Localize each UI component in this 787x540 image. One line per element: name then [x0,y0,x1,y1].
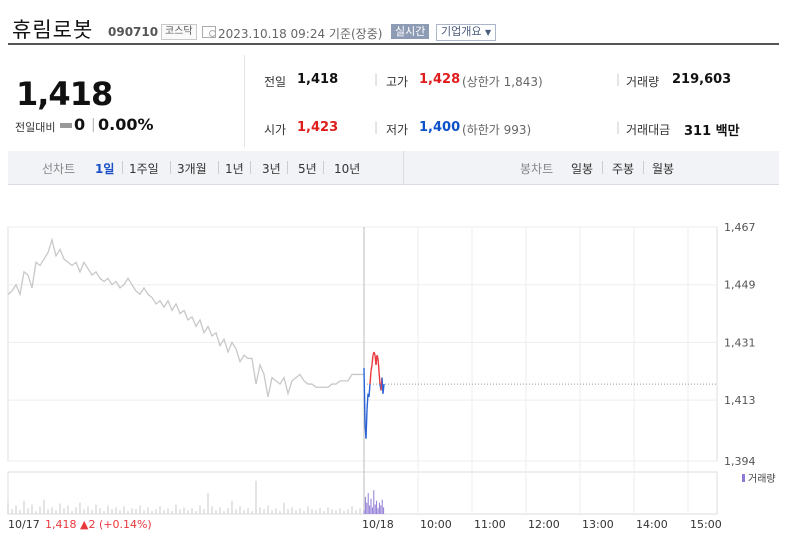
x-tick-label: 13:00 [582,518,614,531]
divider [170,161,171,174]
high-label: 고가 [386,75,409,89]
x-tick-label: 10:00 [420,518,452,531]
tab-1w[interactable]: 1주일 [129,162,159,176]
volume-frame [7,471,718,515]
plot-frame [7,226,718,462]
intraday-segment [365,409,368,439]
tab-5y[interactable]: 5년 [298,162,317,176]
legend-marker [742,474,745,482]
footer-price: 1,418 ▲2 (+0.14%) [45,518,152,531]
tab-weekly[interactable]: 주봉 [612,162,635,176]
intraday-segment [366,393,369,410]
divider [323,161,324,174]
tab-daily[interactable]: 일봉 [571,162,594,176]
change-label: 전일대비 [15,121,56,134]
price-change-pct: 0.00% [98,115,154,134]
footer-date: 10/17 [8,518,40,531]
market-badge: 코스닥 [161,24,197,40]
tab-1d[interactable]: 1일 [95,162,115,176]
tab-10y[interactable]: 10년 [334,162,361,176]
y-tick-label: 1,394 [724,455,756,468]
tab-3y[interactable]: 3년 [262,162,281,176]
x-tick-label: 11:00 [474,518,506,531]
divider [287,161,288,174]
company-overview-button[interactable]: 기업개요 ▼ [436,24,497,41]
candle-chart-label: 봉차트 [520,162,554,176]
stock-name: 휴림로봇 [12,18,94,42]
intraday-segment [368,384,371,397]
divider [244,55,245,147]
divider [403,151,404,184]
intraday-segment [373,351,376,356]
intraday-segment [376,355,379,359]
current-price: 1,418 [16,75,113,113]
quote-timestamp: 2023.10.18 09:24 기준(장중) [218,27,383,41]
lower-limit: (하한가 993) [462,123,532,137]
intraday-segment [377,358,380,372]
legend-volume: 거래량 [748,473,776,485]
flat-icon [60,123,72,128]
low-label: 저가 [386,123,409,137]
volume-value: 219,603 [672,72,732,87]
intraday-segment [371,355,374,365]
price-change: 0 [74,115,86,134]
divider: | [616,120,621,134]
y-tick-label: 1,431 [724,336,756,349]
x-tick-label: 10/18 [362,518,394,531]
realtime-button[interactable]: 실시간 [391,24,430,39]
y-tick-label: 1,449 [724,279,756,292]
amount-label: 거래대금 [626,123,671,137]
divider [218,161,219,174]
intraday-segment [363,368,366,423]
divider: | [374,120,379,134]
chevron-down-icon: ▼ [484,28,492,37]
prev-close-value: 1,418 [297,72,339,87]
y-tick-label: 1,467 [724,221,756,234]
x-tick-label: 12:00 [528,518,560,531]
prev-day-line [7,237,364,398]
divider [602,161,603,174]
divider [250,161,251,174]
divider: | [616,72,621,86]
tab-3m[interactable]: 3개월 [177,162,207,176]
tab-1y[interactable]: 1년 [225,162,244,176]
x-tick-label: 14:00 [636,518,668,531]
x-tick-label: 15:00 [690,518,722,531]
divider: | [374,72,379,86]
stock-header: 휴림로봇 090710 코스닥 2023.10.18 09:24 기준(장중) … [0,0,787,44]
intraday-segment [378,371,381,385]
intraday-segment [382,383,385,394]
high-value: 1,428 [419,72,461,87]
company-overview-label: 기업개요 [441,25,482,38]
low-value: 1,400 [419,120,461,135]
chart-tabs: 선차트 1일 1주일 3개월 1년 3년 5년 10년 봉차트 일봉 주봉 월봉 [8,151,779,185]
calendar-icon [202,26,216,38]
amount-value: 311 백만 [684,124,740,139]
stock-code: 090710 [108,25,159,39]
open-value: 1,423 [297,120,339,135]
open-label: 시가 [264,123,287,137]
y-tick-label: 1,413 [724,394,756,407]
tab-monthly[interactable]: 월봉 [652,162,675,176]
divider [643,161,644,174]
volume-label: 거래량 [626,75,660,89]
intraday-segment [370,364,373,372]
upper-limit: (상한가 1,843) [462,75,543,89]
prev-close-label: 전일 [264,75,287,89]
line-chart-label: 선차트 [42,162,76,176]
intraday-segment [369,371,372,385]
divider [122,161,123,174]
divider: | [91,117,96,133]
